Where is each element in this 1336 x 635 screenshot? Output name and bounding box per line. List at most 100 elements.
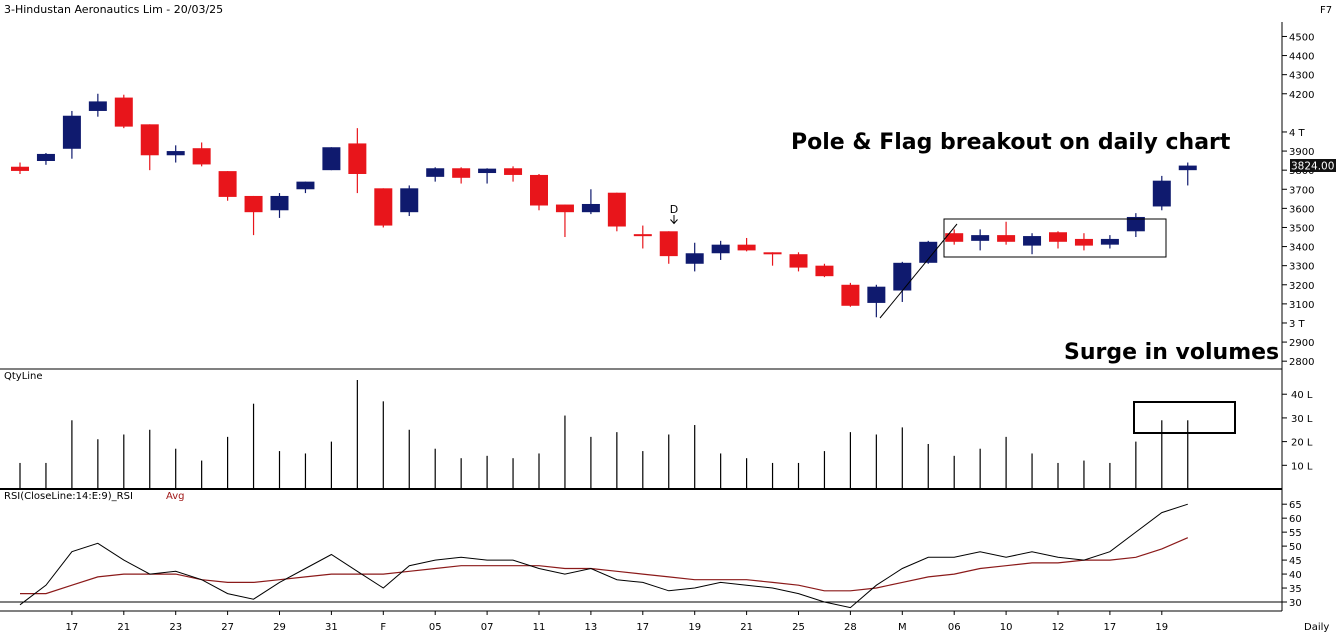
candle-bearish	[1074, 238, 1093, 246]
price-tick-label: 3400	[1289, 243, 1314, 254]
candle-bearish	[607, 192, 626, 227]
date-tick-label: 06	[948, 622, 961, 633]
candle-bearish	[374, 188, 393, 226]
rsi-tick-label: 45	[1289, 556, 1302, 567]
candle-bearish	[841, 284, 860, 306]
candle-bullish	[88, 101, 107, 111]
date-tick-label: 29	[273, 622, 286, 633]
date-tick-label: 17	[1104, 622, 1117, 633]
rsi-tick-label: 40	[1289, 570, 1302, 581]
date-tick-label: M	[898, 622, 907, 633]
volume-tick-label: 40 L	[1291, 390, 1313, 401]
date-tick-label: 21	[117, 622, 130, 633]
candle-bullish	[919, 241, 938, 263]
candle-bearish	[504, 168, 523, 175]
price-tick-label: 3600	[1289, 204, 1314, 215]
flag-consolidation-box	[943, 218, 1167, 258]
rsi-tick-label: 55	[1289, 528, 1302, 539]
rsi-tick-label: 60	[1289, 514, 1302, 525]
price-tick-label: 2900	[1289, 338, 1314, 349]
candle-bearish	[140, 124, 159, 156]
price-tick-label: 4500	[1289, 32, 1314, 43]
d-marker-label: D	[670, 203, 678, 216]
price-tick-label: 4300	[1289, 71, 1314, 82]
candle-bullish	[62, 115, 81, 149]
candle-bearish	[763, 252, 782, 255]
rsi-tick-label: 30	[1289, 598, 1302, 609]
rsi-tick-label: 65	[1289, 500, 1302, 511]
date-tick-label: 11	[533, 622, 546, 633]
candle-bullish	[971, 235, 990, 241]
candle-bearish	[997, 235, 1016, 242]
candle-bullish	[1152, 180, 1171, 207]
price-tick-label: 3200	[1289, 281, 1314, 292]
candle-bullish	[166, 151, 185, 156]
date-tick-label: 17	[636, 622, 649, 633]
candle-bullish	[400, 188, 419, 213]
rsi-panel-label: RSI(CloseLine:14:E:9)_RSI	[4, 491, 133, 502]
candle-bullish	[1126, 216, 1145, 232]
date-tick-label: 28	[844, 622, 857, 633]
date-tick-label: F	[380, 622, 386, 633]
candle-bearish	[452, 168, 471, 178]
price-tick-label: 3100	[1289, 300, 1314, 311]
candle-bearish	[348, 143, 367, 174]
candle-bullish	[322, 147, 341, 171]
candle-bullish	[711, 244, 730, 254]
date-tick-label: 07	[481, 622, 494, 633]
price-tick-label: 3500	[1289, 223, 1314, 234]
candle-bearish	[114, 97, 133, 127]
chart-title: 3-Hindustan Aeronautics Lim - 20/03/25	[4, 3, 223, 16]
candle-bearish	[945, 233, 964, 242]
candle-bearish	[192, 148, 211, 165]
price-tick-label: 3 T	[1289, 319, 1306, 330]
key-hint: F7	[1320, 5, 1332, 16]
candle-bearish	[633, 234, 652, 237]
price-tick-label: 3900	[1289, 147, 1314, 158]
date-tick-label: 10	[1000, 622, 1013, 633]
volume-series	[19, 380, 1189, 489]
price-tick-label: 2800	[1289, 357, 1314, 368]
price-tick-label: 3700	[1289, 185, 1314, 196]
date-tick-label: 13	[585, 622, 598, 633]
date-tick-label: 12	[1052, 622, 1065, 633]
volume-axis: 40 L 30 L 20 L 10 L	[1282, 390, 1313, 472]
candle-bearish	[789, 254, 808, 268]
candle-bullish	[270, 195, 289, 211]
timeframe-label: Daily	[1304, 622, 1329, 633]
down-arrow-icon	[670, 215, 678, 225]
candle-bullish	[478, 168, 497, 174]
volume-surge-box	[1133, 401, 1236, 434]
date-tick-label: 17	[66, 622, 79, 633]
rsi-series	[0, 503, 1282, 609]
candle-bullish	[1178, 165, 1197, 171]
volume-annotation: Surge in volumes	[1064, 340, 1279, 365]
date-axis: 17 21 23 27 29 31 F 05 07 11 13 17 19 21 25 28 M 06 10 12 17…	[66, 611, 1168, 633]
rsi-tick-label: 50	[1289, 542, 1302, 553]
volume-tick-label: 30 L	[1291, 414, 1313, 425]
candle-bearish	[737, 244, 756, 251]
rsi-tick-label: 35	[1289, 584, 1302, 595]
candle-bearish	[218, 171, 237, 197]
pole-trendline	[879, 223, 958, 319]
price-tick-label: 4 T	[1289, 128, 1306, 139]
candle-bearish	[244, 195, 263, 213]
price-tick-label: 4200	[1289, 90, 1314, 101]
candle-bullish	[426, 168, 445, 177]
date-tick-label: 19	[1155, 622, 1168, 633]
candle-bullish	[1100, 238, 1119, 245]
candle-bearish	[530, 174, 548, 206]
rsi-avg-label: Avg	[166, 491, 185, 502]
breakout-annotation: Pole & Flag breakout on daily chart	[791, 130, 1231, 155]
rsi-line	[19, 503, 1188, 609]
candle-bearish	[1049, 232, 1067, 242]
candle-bullish	[581, 203, 600, 213]
volume-panel-label: QtyLine	[4, 371, 43, 382]
date-tick-label: 05	[429, 622, 442, 633]
candle-bearish	[659, 231, 678, 257]
rsi-average-line	[20, 537, 1189, 595]
volume-tick-label: 20 L	[1291, 438, 1313, 449]
candle-bearish	[555, 204, 574, 213]
